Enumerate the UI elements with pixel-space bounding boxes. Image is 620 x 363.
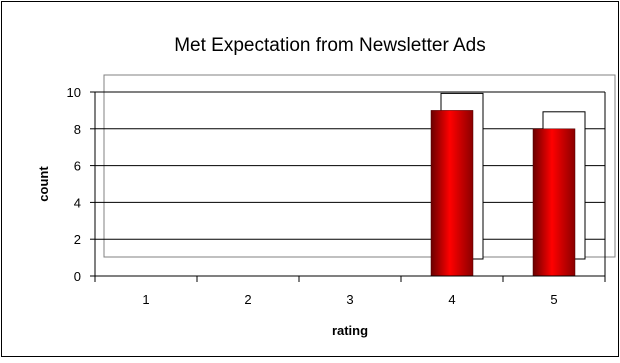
x-tick-labels: 1 2 3 4 5 [142, 292, 557, 307]
x-tick-label: 1 [142, 292, 149, 307]
x-tick-label: 3 [346, 292, 353, 307]
y-axis-label: count [36, 166, 51, 202]
x-tick-label: 2 [244, 292, 251, 307]
y-tick-label: 0 [74, 269, 81, 284]
gridlines [95, 91, 606, 276]
y-tick-label: 6 [74, 159, 81, 174]
y-tick-label: 2 [74, 232, 81, 247]
y-tick-labels: 0 2 4 6 8 10 [67, 85, 81, 284]
x-axis-label: rating [332, 323, 368, 338]
bar [430, 110, 474, 277]
y-tick-label: 4 [74, 195, 81, 210]
y-tick-label: 8 [74, 122, 81, 137]
chart-title: Met Expectation from Newsletter Ads [174, 35, 486, 56]
x-tick-label: 4 [448, 292, 455, 307]
axes [90, 91, 606, 282]
bar [532, 128, 576, 277]
x-tick-label: 5 [550, 292, 557, 307]
bars [430, 92, 586, 277]
y-tick-label: 10 [67, 85, 81, 100]
